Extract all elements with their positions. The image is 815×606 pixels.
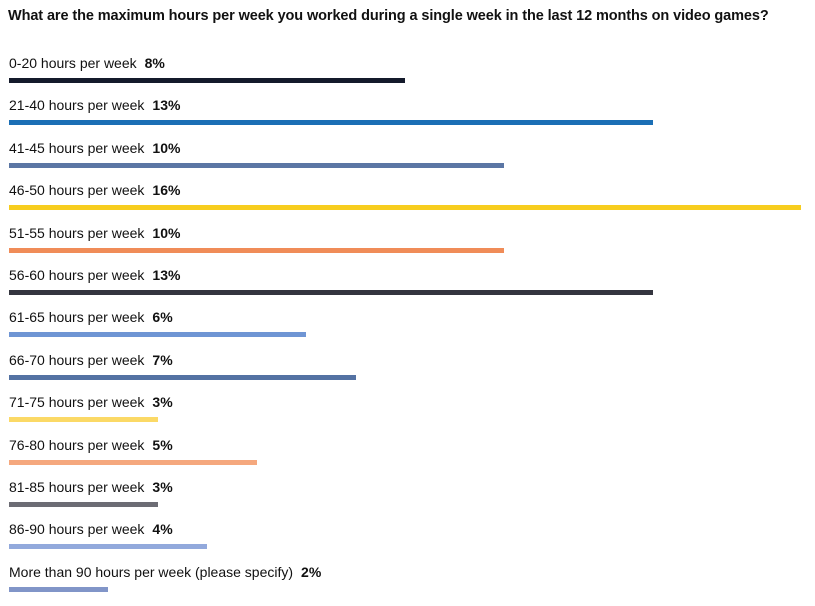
category-label: 46-50 hours per week 16% xyxy=(9,182,180,198)
value-label: 3% xyxy=(152,394,173,411)
category-label: 71-75 hours per week 3% xyxy=(9,394,173,410)
bar-row: 71-75 hours per week 3% xyxy=(0,394,815,436)
bar-row: 0-20 hours per week 8% xyxy=(0,55,815,97)
category-text: 71-75 hours per week xyxy=(9,394,145,411)
chart-title: What are the maximum hours per week you … xyxy=(8,8,769,24)
bar-row: 41-45 hours per week 10% xyxy=(0,140,815,182)
category-label: 61-65 hours per week 6% xyxy=(9,309,173,325)
category-label: 76-80 hours per week 5% xyxy=(9,437,173,453)
bar xyxy=(9,586,108,592)
bar xyxy=(9,120,653,126)
category-label: 41-45 hours per week 10% xyxy=(9,140,180,156)
category-label: 56-60 hours per week 13% xyxy=(9,267,180,283)
bar xyxy=(9,374,356,380)
category-text: 61-65 hours per week xyxy=(9,309,145,326)
bar xyxy=(9,502,158,507)
bar-row: 81-85 hours per week 3% xyxy=(0,479,815,521)
bar-row: 56-60 hours per week 13% xyxy=(0,267,815,309)
value-label: 10% xyxy=(152,139,181,156)
bar-row: 76-80 hours per week 5% xyxy=(0,437,815,479)
category-text: 81-85 hours per week xyxy=(9,479,145,495)
value-label: 2% xyxy=(301,563,322,580)
bar xyxy=(9,205,801,211)
bar-row: 86-90 hours per week 4% xyxy=(0,521,815,563)
bar xyxy=(9,459,257,465)
bar xyxy=(9,290,653,295)
bar xyxy=(9,78,405,83)
bar-row: 46-50 hours per week 16% xyxy=(0,182,815,224)
bar xyxy=(9,417,158,423)
category-text: 76-80 hours per week xyxy=(9,436,145,453)
value-label: 13% xyxy=(152,97,181,114)
bar-row: 51-55 hours per week 10% xyxy=(0,225,815,267)
category-text: More than 90 hours per week (please spec… xyxy=(9,563,294,580)
bar xyxy=(9,544,207,550)
value-label: 5% xyxy=(152,436,173,453)
value-label: 16% xyxy=(152,182,181,199)
category-label: 66-70 hours per week 7% xyxy=(9,352,173,368)
category-text: 56-60 hours per week xyxy=(9,267,145,283)
bar-row: More than 90 hours per week (please spec… xyxy=(0,564,815,606)
category-label: More than 90 hours per week (please spec… xyxy=(9,564,321,580)
value-label: 6% xyxy=(152,309,173,326)
category-text: 66-70 hours per week xyxy=(9,351,145,368)
bar xyxy=(9,162,504,168)
bar xyxy=(9,332,306,338)
bar-row: 66-70 hours per week 7% xyxy=(0,352,815,394)
category-text: 0-20 hours per week xyxy=(9,55,137,71)
value-label: 7% xyxy=(152,351,173,368)
category-text: 86-90 hours per week xyxy=(9,521,145,538)
value-label: 3% xyxy=(152,479,173,495)
bar xyxy=(9,247,504,253)
category-label: 51-55 hours per week 10% xyxy=(9,225,180,241)
value-label: 13% xyxy=(152,267,181,283)
category-label: 81-85 hours per week 3% xyxy=(9,479,173,495)
category-text: 21-40 hours per week xyxy=(9,97,145,114)
category-label: 86-90 hours per week 4% xyxy=(9,521,173,537)
value-label: 10% xyxy=(152,224,181,241)
value-label: 4% xyxy=(152,521,173,538)
category-text: 51-55 hours per week xyxy=(9,224,145,241)
category-text: 46-50 hours per week xyxy=(9,182,145,199)
category-label: 21-40 hours per week 13% xyxy=(9,97,180,113)
bar-row: 61-65 hours per week 6% xyxy=(0,309,815,351)
bar-row: 21-40 hours per week 13% xyxy=(0,97,815,139)
value-label: 8% xyxy=(144,55,165,71)
category-text: 41-45 hours per week xyxy=(9,139,145,156)
category-label: 0-20 hours per week 8% xyxy=(9,55,165,71)
